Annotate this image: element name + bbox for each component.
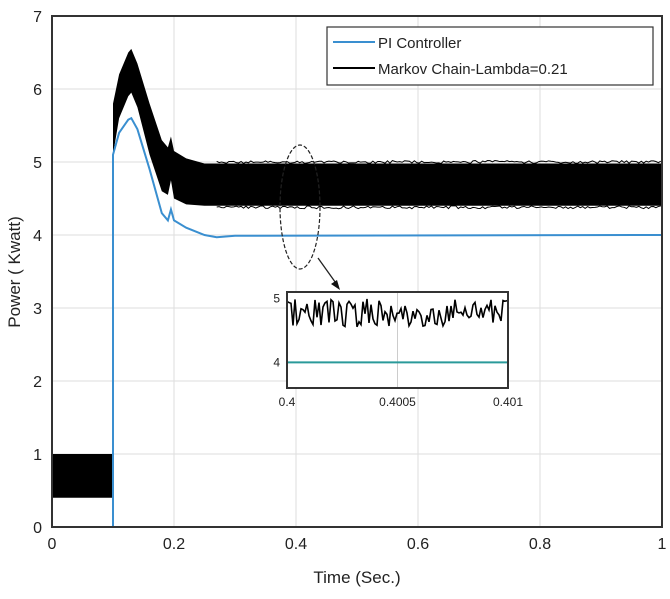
inset-x-tick-label: 0.4005 — [379, 395, 416, 409]
x-tick-label: 0 — [48, 536, 57, 553]
legend-label-pi: PI Controller — [378, 35, 461, 52]
y-tick-label: 2 — [33, 374, 42, 391]
x-tick-label: 1 — [658, 536, 667, 553]
y-axis-label: Power ( Kwatt) — [5, 216, 24, 327]
y-tick-label: 5 — [33, 155, 42, 172]
y-tick-label: 7 — [33, 9, 42, 26]
x-tick-label: 0.4 — [285, 536, 307, 553]
y-tick-label: 4 — [33, 228, 42, 245]
x-tick-label: 0.6 — [407, 536, 429, 553]
y-tick-label: 6 — [33, 82, 42, 99]
markov-lower-noise — [217, 206, 661, 209]
inset-y-tick-label: 4 — [273, 355, 280, 369]
x-axis-label: Time (Sec.) — [313, 568, 400, 587]
y-tick-label: 1 — [33, 447, 42, 464]
inset-x-tick-label: 0.401 — [493, 395, 523, 409]
series-layer — [52, 49, 662, 527]
x-tick-label: 0.2 — [163, 536, 185, 553]
x-tick-label: 0.8 — [529, 536, 551, 553]
inset-y-tick-label: 5 — [273, 291, 280, 305]
legend: PI Controller Markov Chain-Lambda=0.21 — [327, 27, 653, 85]
markov-chain-band — [52, 49, 662, 498]
inset-chart: 0.4 0.4005 0.401 4 5 — [273, 291, 523, 409]
y-tick-label: 3 — [33, 301, 42, 318]
inset-x-tick-label: 0.4 — [279, 395, 296, 409]
legend-label-markov: Markov Chain-Lambda=0.21 — [378, 61, 568, 78]
y-tick-label: 0 — [33, 520, 42, 537]
arrow-head-icon — [331, 280, 340, 290]
